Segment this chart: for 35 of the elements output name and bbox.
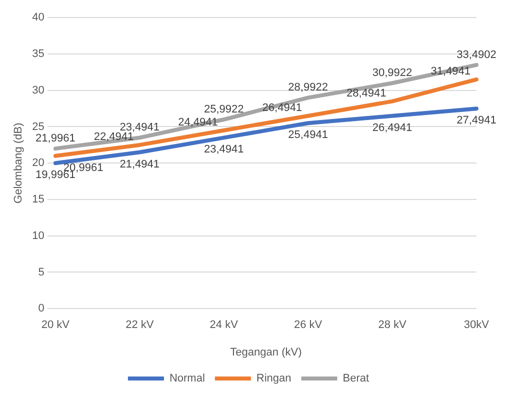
data-label: 21,9961 — [36, 132, 76, 145]
y-tick-label: 10 — [32, 230, 44, 242]
legend-label: Normal — [169, 372, 205, 385]
x-tick-label: 24 kV — [210, 319, 239, 332]
data-label: 23,4941 — [204, 144, 244, 156]
x-tick-label: 26 kV — [294, 319, 323, 332]
data-label: 27,4941 — [456, 114, 496, 127]
data-label: 25,4941 — [288, 129, 328, 142]
x-axis-title: Tegangan (kV) — [230, 346, 302, 358]
x-tick-label: 20 kV — [41, 319, 70, 332]
legend-label: Ringan — [256, 372, 292, 385]
y-tick-label: 35 — [32, 48, 44, 60]
data-label: 25,9922 — [204, 104, 244, 116]
data-label: 24,4941 — [178, 116, 218, 128]
y-tick-label: 15 — [32, 194, 44, 206]
x-tick-label: 28 kV — [378, 319, 407, 332]
y-tick-label: 20 — [32, 157, 44, 170]
data-label: 22,4941 — [94, 130, 134, 143]
data-label: 26,4941 — [262, 102, 302, 114]
y-tick-label: 0 — [38, 302, 44, 315]
y-tick-label: 30 — [32, 84, 44, 96]
x-tick-label: 22 kV — [126, 319, 154, 332]
data-label: 30,9922 — [372, 67, 412, 80]
y-axis-title: Gelombang (dB) — [12, 122, 25, 204]
data-label: 26,4941 — [372, 122, 412, 134]
legend-label: Berat — [342, 372, 370, 385]
data-label: 33,4902 — [456, 48, 496, 61]
y-tick-label: 40 — [32, 12, 44, 24]
data-label: 28,4941 — [346, 87, 386, 100]
y-tick-label: 25 — [32, 120, 44, 133]
data-label: 28,9922 — [288, 82, 328, 94]
y-tick-label: 5 — [38, 266, 44, 278]
x-tick-label: 30kV — [464, 319, 490, 332]
data-label: 31,4941 — [430, 66, 470, 78]
data-label: 21,4941 — [120, 158, 160, 170]
